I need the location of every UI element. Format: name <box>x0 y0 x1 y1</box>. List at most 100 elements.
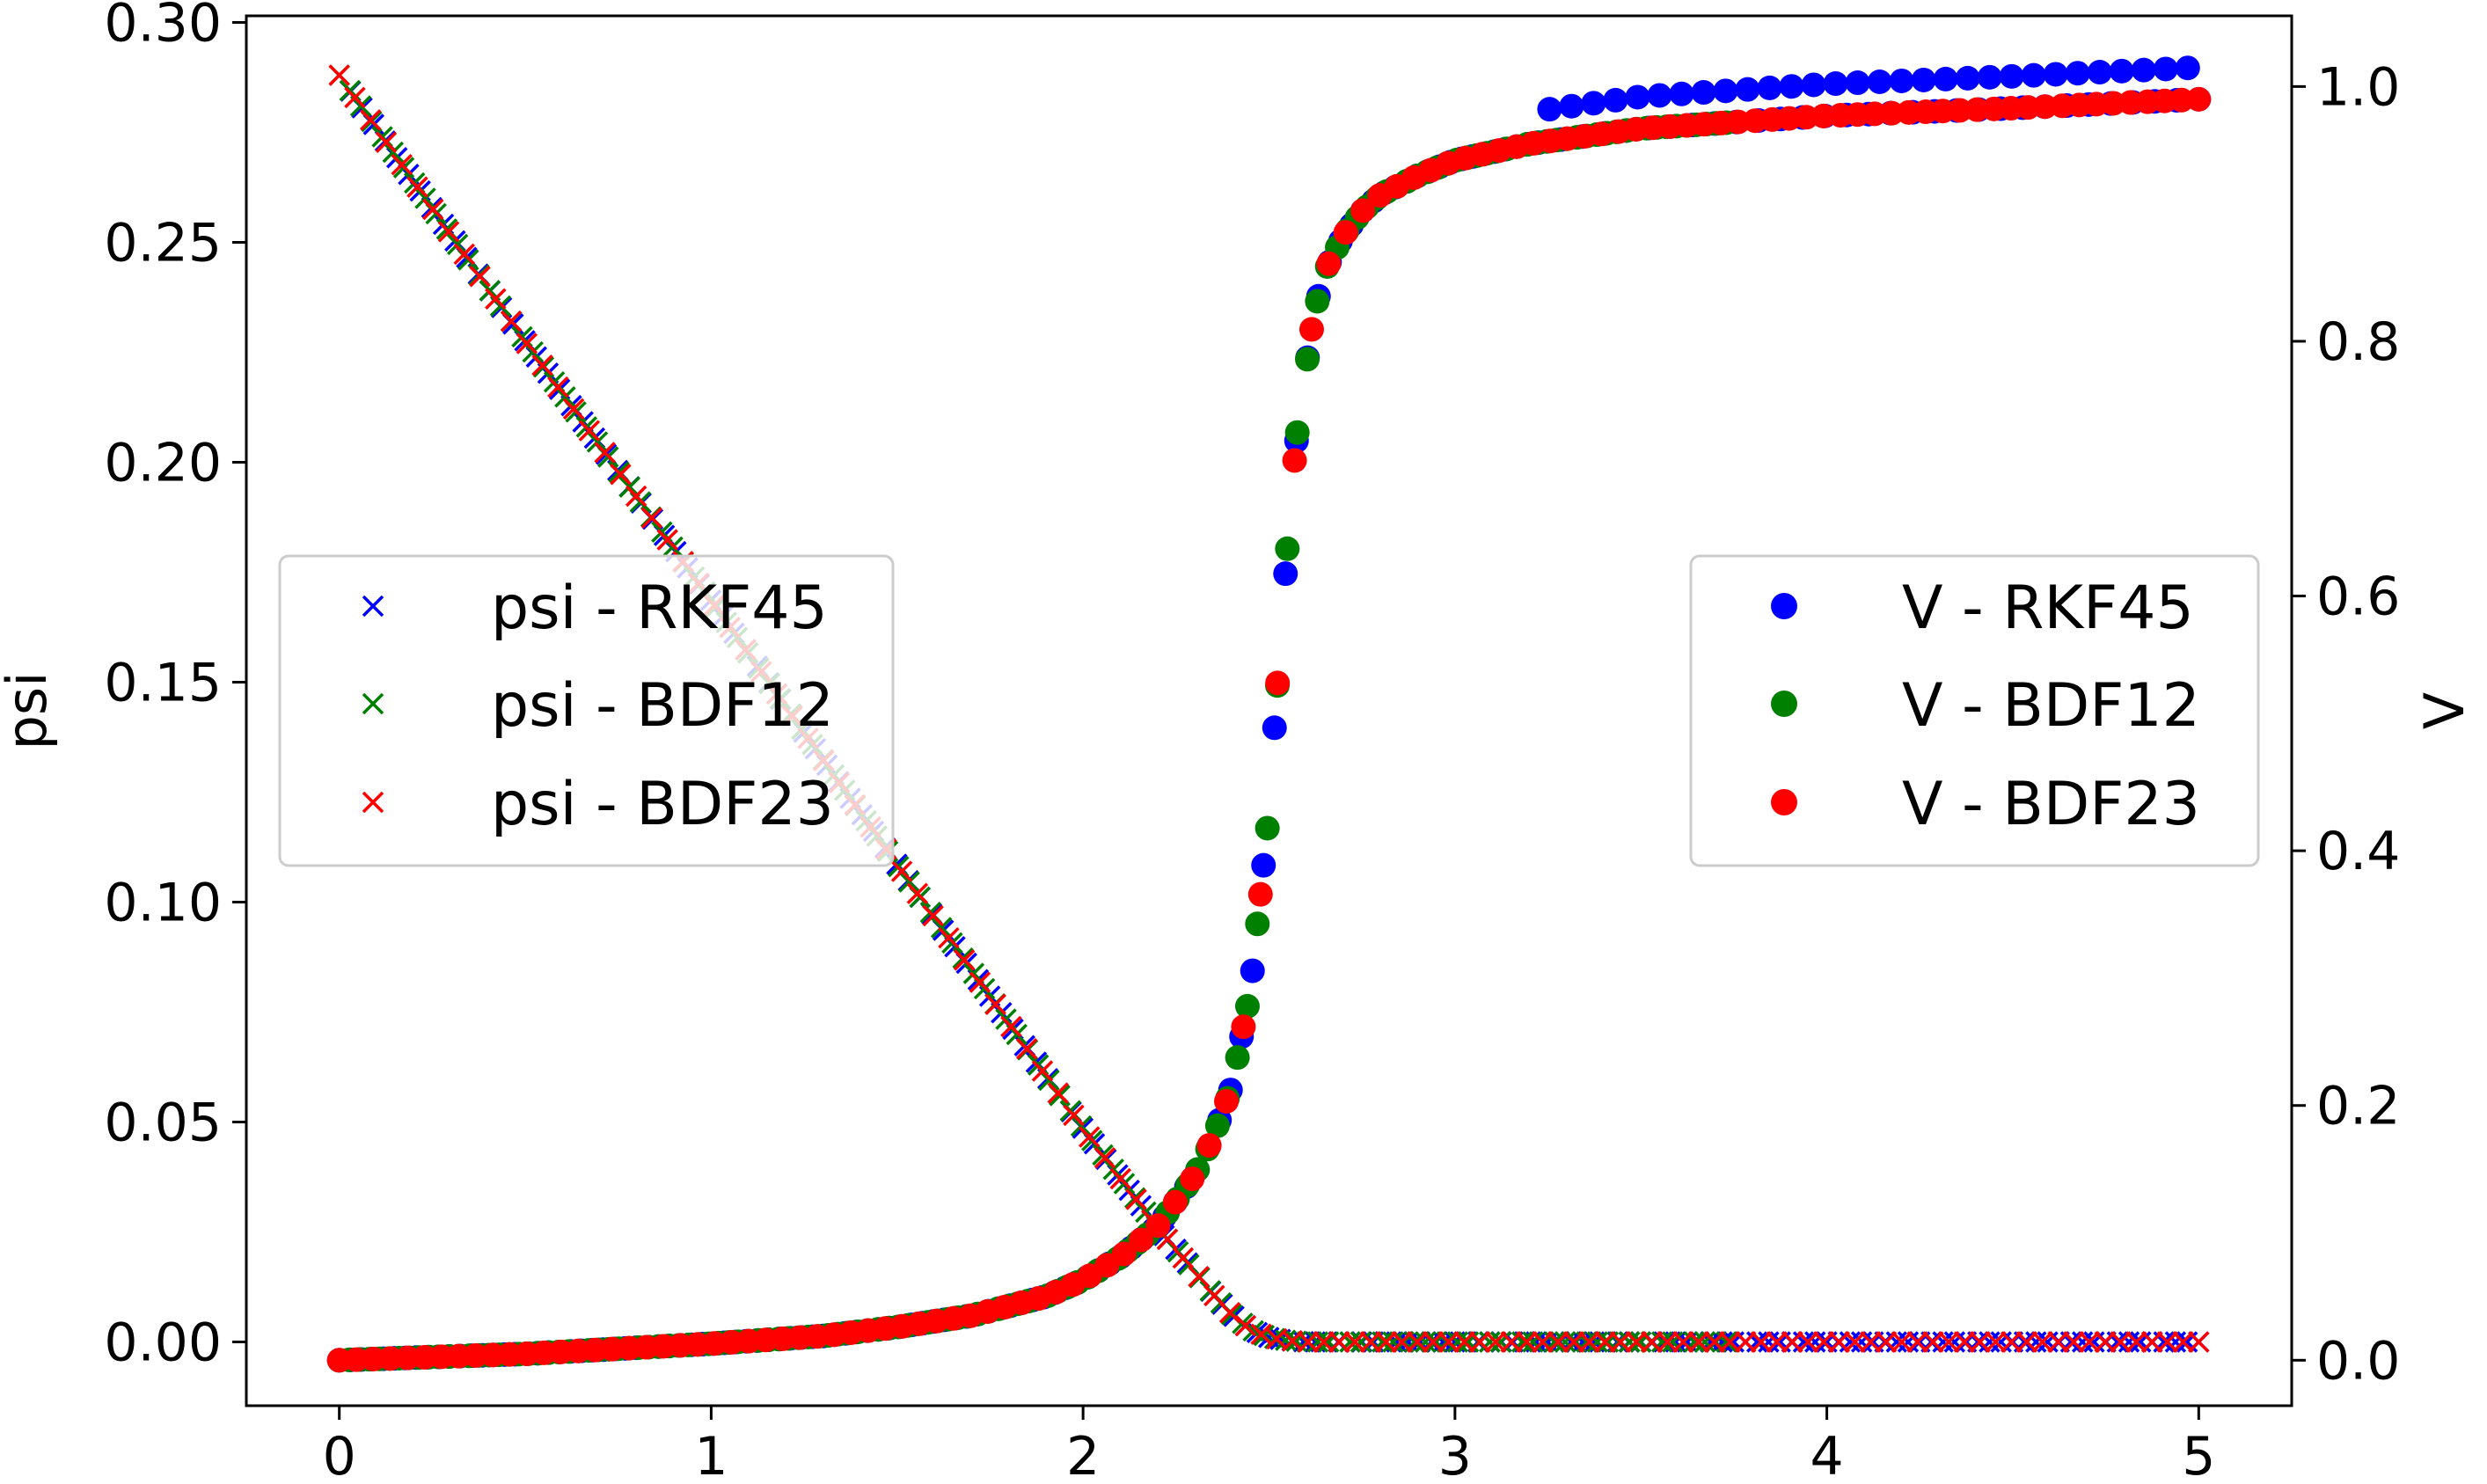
data-point-o <box>2131 57 2156 83</box>
data-point-x <box>1797 1331 1819 1353</box>
data-point-o <box>1603 87 1628 113</box>
data-point-o <box>1273 561 1298 587</box>
data-point-o <box>1204 1113 1230 1138</box>
data-point-x <box>1578 1331 1600 1353</box>
data-point-o <box>1234 993 1260 1019</box>
data-point-x <box>344 86 366 109</box>
data-point-x <box>2125 1331 2147 1353</box>
data-point-x <box>1547 1331 1569 1353</box>
data-point-x <box>1000 1015 1022 1038</box>
data-point-o <box>1977 64 2002 90</box>
tick-layer: 0 1 2 3 4 5 0.00 0.05 0.10 0.15 0.20 0.25 0.30 0.0 0.2… <box>104 0 2400 1484</box>
legend-psi-bdf23-label: psi - BDF23 <box>491 770 834 839</box>
data-point-x <box>1734 1331 1757 1353</box>
data-point-x <box>1422 1331 1445 1353</box>
data-point-x <box>1203 1284 1225 1307</box>
data-point-x <box>1047 1082 1069 1104</box>
data-point-x <box>1484 1331 1507 1353</box>
data-point-o <box>1713 78 1738 104</box>
data-point-x <box>2172 1331 2194 1353</box>
data-point-o <box>2109 58 2134 84</box>
data-point-x <box>362 791 384 814</box>
data-point-x <box>1860 1331 1882 1353</box>
data-point-x <box>2094 1331 2116 1353</box>
data-point-x <box>586 431 609 453</box>
data-point-x <box>1246 1321 1269 1343</box>
data-point-o <box>1911 67 1936 92</box>
y-left-tick-label: 0.00 <box>104 1312 222 1374</box>
data-point-o <box>2043 62 2068 87</box>
data-point-x <box>406 176 428 198</box>
data-point-x <box>2047 1331 2069 1353</box>
data-point-x <box>1070 1115 1093 1137</box>
data-point-o <box>1214 1089 1240 1115</box>
data-point-o <box>2153 56 2178 82</box>
data-point-o <box>2175 55 2200 81</box>
data-point-x <box>656 529 678 551</box>
data-point-o <box>1669 81 1694 106</box>
y-axis-right-title: V <box>2412 692 2476 729</box>
data-point-o <box>1240 958 1265 983</box>
data-point-x <box>1359 1331 1382 1353</box>
data-point-o <box>1295 347 1320 372</box>
data-point-x <box>437 221 460 243</box>
data-point-o <box>1254 815 1280 841</box>
data-point-x <box>1188 1265 1210 1288</box>
y-right-tick-label: 0.2 <box>2316 1076 2400 1137</box>
data-point-x <box>1407 1331 1429 1353</box>
data-point-x <box>1828 1331 1851 1353</box>
data-point-x <box>485 288 507 310</box>
data-point-o <box>1845 70 1870 96</box>
data-point-x <box>531 355 553 376</box>
x-tick-label: 4 <box>1810 1426 1843 1484</box>
data-point-o <box>1867 69 1892 94</box>
x-tick-label: 1 <box>694 1426 728 1484</box>
plot-frame <box>245 14 2293 1407</box>
data-point-x <box>1937 1331 1960 1353</box>
y-left-tick-label: 0.25 <box>104 213 222 274</box>
data-point-x <box>1532 1331 1554 1353</box>
data-point-x <box>469 266 491 288</box>
data-point-x <box>2062 1331 2085 1353</box>
legend-v-rkf45-label: V - RKF45 <box>1902 574 2194 643</box>
data-point-x <box>984 993 1006 1016</box>
data-point-x <box>1437 1331 1459 1353</box>
data-point-o <box>1823 71 1848 97</box>
data-point-o <box>1933 66 1958 91</box>
data-point-x <box>362 692 384 715</box>
data-point-o <box>1691 80 1716 106</box>
data-point-o <box>1757 75 1782 100</box>
data-point-x <box>1453 1331 1475 1353</box>
data-point-x <box>547 376 569 398</box>
data-point-o <box>1771 593 1797 619</box>
data-point-x <box>1703 1331 1725 1353</box>
data-point-x <box>516 333 538 355</box>
data-point-x <box>2188 1331 2210 1353</box>
data-point-o <box>1251 852 1276 878</box>
data-point-x <box>362 595 384 618</box>
data-point-o <box>1180 1166 1205 1192</box>
x-tick-label: 0 <box>323 1426 356 1484</box>
data-point-x <box>328 64 350 86</box>
data-point-x <box>578 420 601 442</box>
data-point-x <box>1391 1331 1413 1353</box>
data-point-x <box>1516 1331 1538 1353</box>
data-point-x <box>898 871 920 893</box>
x-tick-label: 3 <box>1438 1426 1472 1484</box>
data-point-x <box>922 904 944 927</box>
data-point-x <box>1172 1246 1195 1269</box>
data-point-x <box>610 463 632 486</box>
y-left-tick-label: 0.05 <box>104 1093 222 1154</box>
data-point-x <box>554 386 576 408</box>
data-point-x <box>1469 1331 1491 1353</box>
data-point-o <box>1559 93 1584 119</box>
data-point-o <box>1245 911 1270 937</box>
y-right-tick-label: 0.4 <box>2316 821 2400 882</box>
data-point-o <box>1647 83 1672 108</box>
data-point-x <box>1218 1301 1241 1324</box>
series-layer <box>326 55 2212 1373</box>
data-point-o <box>1771 691 1797 717</box>
data-point-x <box>500 310 523 333</box>
data-point-o <box>1350 198 1376 223</box>
